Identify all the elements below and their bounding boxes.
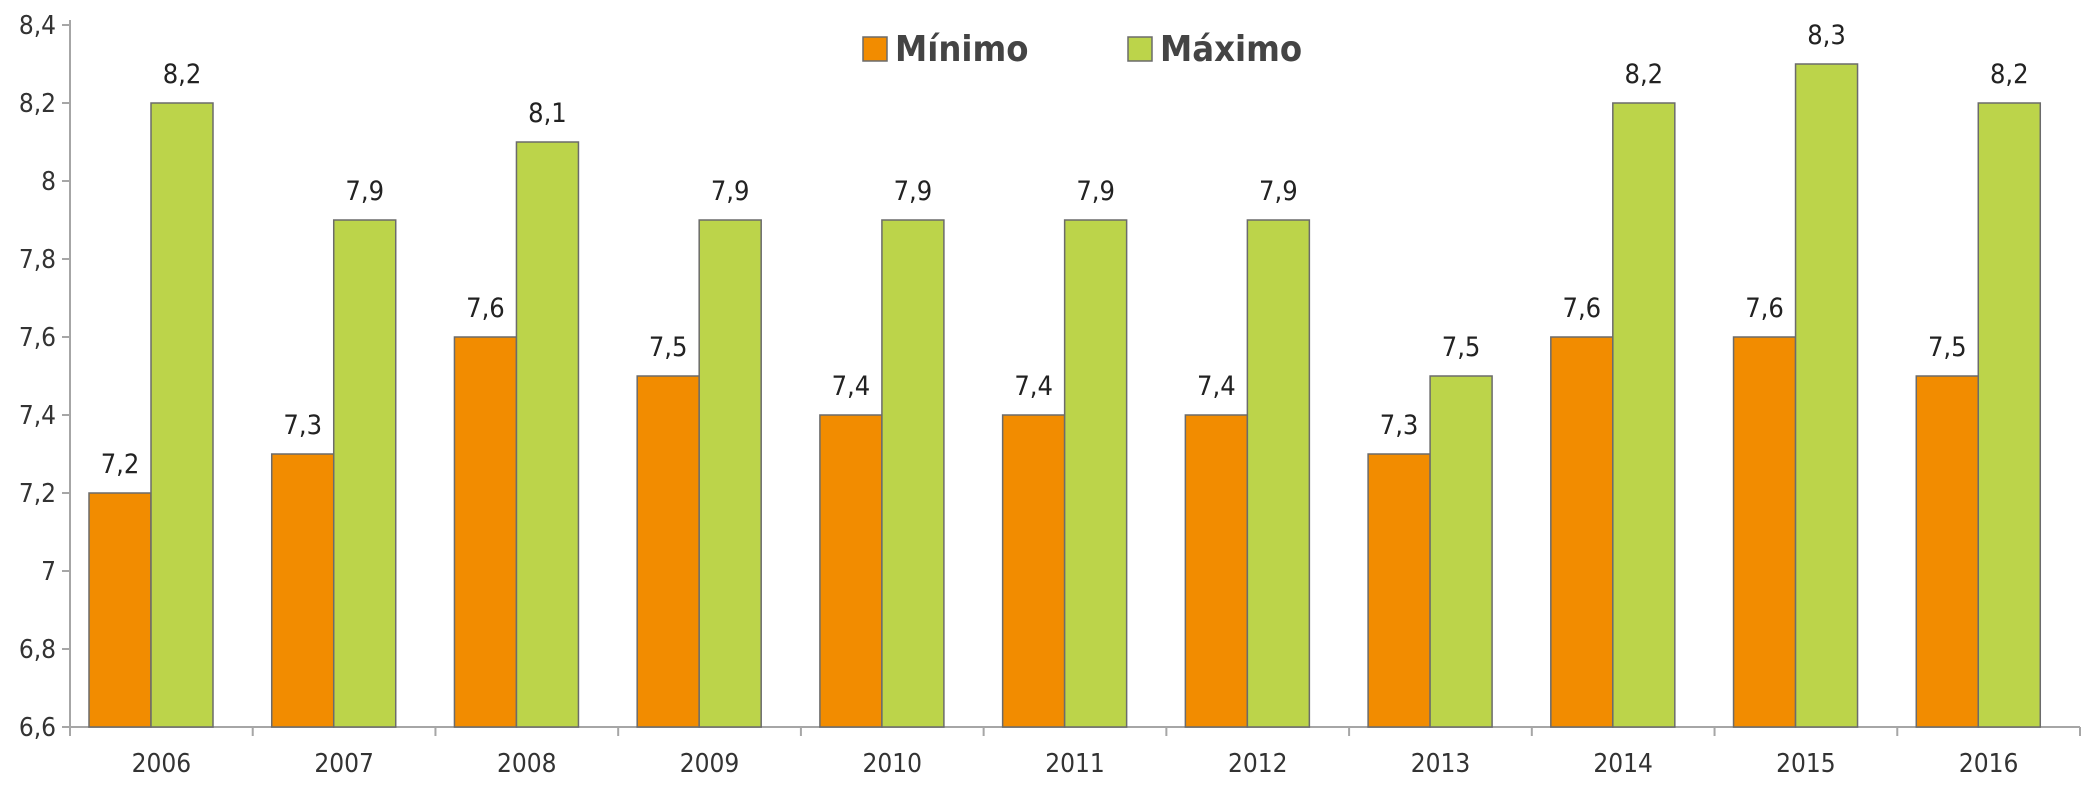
bar-minimo-2007 bbox=[270, 453, 335, 728]
y-tick-label: 7 bbox=[41, 557, 56, 587]
bar-maximo-2006 bbox=[150, 102, 214, 728]
x-tick-label: 2015 bbox=[1776, 749, 1836, 779]
bar-minimo-2008 bbox=[453, 336, 518, 728]
bar-maximo-2015 bbox=[1794, 63, 1859, 728]
x-tick-label: 2013 bbox=[1411, 749, 1471, 779]
y-tick-label: 8,4 bbox=[19, 11, 56, 41]
y-tick-label: 6,6 bbox=[19, 713, 56, 743]
x-tick-label: 2006 bbox=[132, 749, 192, 779]
y-tick-label: 8 bbox=[41, 167, 56, 197]
data-label: 7,5 bbox=[1442, 332, 1481, 363]
data-label: 7,6 bbox=[1745, 293, 1784, 324]
data-label: 7,3 bbox=[283, 410, 322, 441]
axes: 6,6 6,8 7 7,2 7,4 7,6 7,8 8 8,2 8,4 2006 2007 2008 20… bbox=[19, 11, 2081, 779]
data-label: 7,9 bbox=[1259, 176, 1298, 207]
data-label: 7,3 bbox=[1380, 410, 1419, 441]
data-label: 8,2 bbox=[163, 59, 202, 90]
y-tick-label: 7,8 bbox=[19, 245, 56, 275]
data-label: 7,5 bbox=[649, 332, 688, 363]
bar-maximo-2016 bbox=[1977, 102, 2042, 728]
data-label: 7,9 bbox=[1076, 176, 1115, 207]
bar-maximo-2010 bbox=[881, 219, 945, 728]
data-label: 8,3 bbox=[1807, 20, 1846, 51]
data-label: 7,2 bbox=[101, 449, 140, 480]
bar-minimo-2013 bbox=[1367, 453, 1431, 728]
x-tick-label: 2014 bbox=[1593, 749, 1653, 779]
x-tick-label: 2009 bbox=[680, 749, 740, 779]
y-tick-label: 7,4 bbox=[19, 401, 56, 431]
bars bbox=[88, 63, 2042, 728]
bar-minimo-2014 bbox=[1550, 336, 1614, 728]
x-tick-label: 2007 bbox=[314, 749, 374, 779]
y-tick-label: 7,6 bbox=[19, 323, 56, 353]
data-label: 7,6 bbox=[1563, 293, 1602, 324]
data-label: 8,2 bbox=[1625, 59, 1664, 90]
x-tick-label: 2012 bbox=[1228, 749, 1288, 779]
bar-minimo-2012 bbox=[1184, 414, 1249, 728]
bar-maximo-2013 bbox=[1429, 375, 1493, 728]
bar-maximo-2011 bbox=[1063, 219, 1128, 728]
data-label: 7,9 bbox=[345, 176, 384, 207]
legend-label: Mínimo bbox=[895, 29, 1029, 70]
legend-swatch bbox=[862, 36, 888, 62]
data-label: 7,4 bbox=[832, 371, 871, 402]
bar-maximo-2008 bbox=[515, 141, 580, 728]
x-tick-label: 2011 bbox=[1045, 749, 1105, 779]
data-label: 7,4 bbox=[1014, 371, 1053, 402]
bar-maximo-2014 bbox=[1612, 102, 1676, 728]
legend-label: Máximo bbox=[1160, 29, 1302, 70]
bar-maximo-2007 bbox=[332, 219, 397, 728]
x-tick-label: 2016 bbox=[1959, 749, 2019, 779]
data-label: 7,5 bbox=[1928, 332, 1967, 363]
bar-minimo-2006 bbox=[88, 492, 152, 728]
data-label: 7,9 bbox=[711, 176, 750, 207]
y-tick-label: 6,8 bbox=[19, 635, 56, 665]
y-tick-label: 7,2 bbox=[19, 479, 56, 509]
bar-minimo-2011 bbox=[1001, 414, 1066, 728]
bar-maximo-2012 bbox=[1246, 219, 1311, 728]
legend-swatch bbox=[1127, 36, 1153, 62]
bar-minimo-2010 bbox=[819, 414, 883, 728]
legend: Mínimo Máximo bbox=[862, 29, 1302, 70]
x-tick-label: 2008 bbox=[497, 749, 557, 779]
bar-minimo-2015 bbox=[1732, 336, 1797, 728]
bar-minimo-2016 bbox=[1915, 375, 1980, 728]
data-label: 8,1 bbox=[528, 98, 567, 129]
bar-minimo-2009 bbox=[636, 375, 700, 728]
data-label: 8,2 bbox=[1990, 59, 2029, 90]
y-tick-label: 8,2 bbox=[19, 89, 56, 119]
bar-maximo-2009 bbox=[698, 219, 762, 728]
data-label: 7,6 bbox=[466, 293, 505, 324]
data-label: 7,4 bbox=[1197, 371, 1236, 402]
data-labels: 7,2 7,3 7,6 7,5 7,4 7,4 7,4 7,3 7,6 7,6 7,5 8,2 7,9 8… bbox=[101, 20, 2029, 480]
x-tick-label: 2010 bbox=[863, 749, 923, 779]
data-label: 7,9 bbox=[894, 176, 933, 207]
